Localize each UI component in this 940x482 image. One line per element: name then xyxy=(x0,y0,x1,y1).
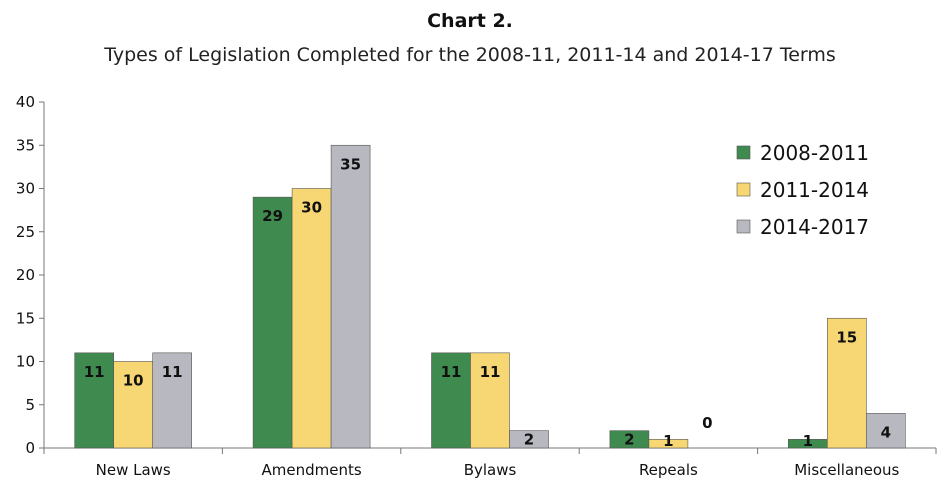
bar xyxy=(509,430,549,449)
data-label: 29 xyxy=(262,207,283,225)
legend-label: 2008-2011 xyxy=(760,141,869,165)
data-label: 15 xyxy=(836,328,857,346)
legend-label: 2011-2014 xyxy=(760,178,869,202)
data-label: 0 xyxy=(702,414,712,432)
bar xyxy=(252,196,293,449)
y-tick-label: 5 xyxy=(25,396,35,414)
y-tick-label: 20 xyxy=(16,266,35,284)
chart-title: Chart 2. xyxy=(427,10,513,32)
y-tick-label: 30 xyxy=(16,180,35,198)
chart-subtitle: Types of Legislation Completed for the 2… xyxy=(104,44,836,66)
bar xyxy=(330,144,371,449)
bar xyxy=(826,317,867,449)
y-tick-label: 0 xyxy=(25,439,35,457)
bar xyxy=(74,352,114,449)
legend-swatch xyxy=(736,182,751,197)
data-label: 30 xyxy=(301,199,322,217)
y-tick-label: 40 xyxy=(16,93,35,111)
data-label: 2 xyxy=(624,431,634,449)
data-label: 11 xyxy=(84,363,105,381)
y-tick-label: 10 xyxy=(16,353,35,371)
y-tick-label: 35 xyxy=(16,136,35,154)
category-label: New Laws xyxy=(96,461,171,479)
data-label: 2 xyxy=(524,431,534,449)
y-tick-label: 15 xyxy=(16,309,35,327)
bar xyxy=(648,439,689,449)
category-label: Miscellaneous xyxy=(794,461,899,479)
bar xyxy=(152,352,192,449)
category-label: Repeals xyxy=(639,461,698,479)
bar xyxy=(431,352,471,449)
category-label: Bylaws xyxy=(464,461,517,479)
data-label: 1 xyxy=(663,432,673,450)
data-label: 1 xyxy=(803,432,813,450)
bar xyxy=(113,361,153,449)
bar xyxy=(470,352,510,449)
y-tick-label: 25 xyxy=(16,223,35,241)
data-label: 4 xyxy=(881,423,891,441)
data-label: 11 xyxy=(441,363,462,381)
legend-label: 2014-2017 xyxy=(760,215,869,239)
bar xyxy=(291,188,332,449)
legend-swatch xyxy=(736,145,751,160)
data-label: 10 xyxy=(123,372,144,390)
bar xyxy=(865,413,906,449)
data-label: 11 xyxy=(480,363,501,381)
legend-swatch xyxy=(736,219,751,234)
data-label: 35 xyxy=(340,155,361,173)
category-label: Amendments xyxy=(262,461,362,479)
data-label: 11 xyxy=(162,363,183,381)
